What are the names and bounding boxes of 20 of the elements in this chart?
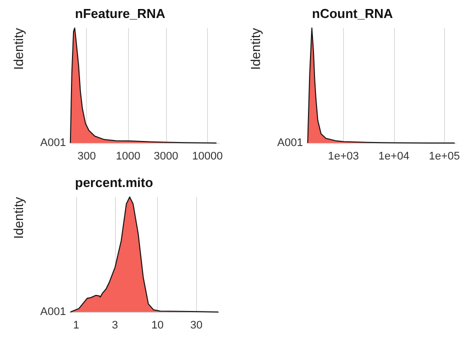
y-axis-title: Identity bbox=[11, 28, 26, 70]
chart-title: nCount_RNA bbox=[312, 6, 394, 21]
chart-title: nFeature_RNA bbox=[75, 6, 166, 21]
text: A001 bbox=[40, 137, 66, 149]
text: A001 bbox=[40, 306, 66, 318]
x-tick-label: 1 bbox=[73, 320, 80, 332]
x-tick-label: 3 bbox=[112, 320, 118, 332]
x-tick-label: 10000 bbox=[192, 150, 223, 162]
x-tick-label: 30 bbox=[190, 320, 202, 332]
x-tick-label: 1e+05 bbox=[428, 150, 460, 162]
y-axis-title: Identity bbox=[248, 28, 263, 70]
x-tick-label: 1e+04 bbox=[378, 150, 410, 162]
y-axis-title: Identity bbox=[11, 196, 26, 239]
x-tick-label: 1000 bbox=[116, 150, 140, 162]
x-tick-label: 1e+03 bbox=[328, 150, 359, 162]
chart-title: percent.mito bbox=[75, 175, 154, 190]
text: A001 bbox=[277, 137, 303, 149]
x-tick-label: 3000 bbox=[154, 150, 178, 162]
x-tick-label: 10 bbox=[151, 320, 164, 332]
x-tick-label: 300 bbox=[77, 150, 96, 162]
